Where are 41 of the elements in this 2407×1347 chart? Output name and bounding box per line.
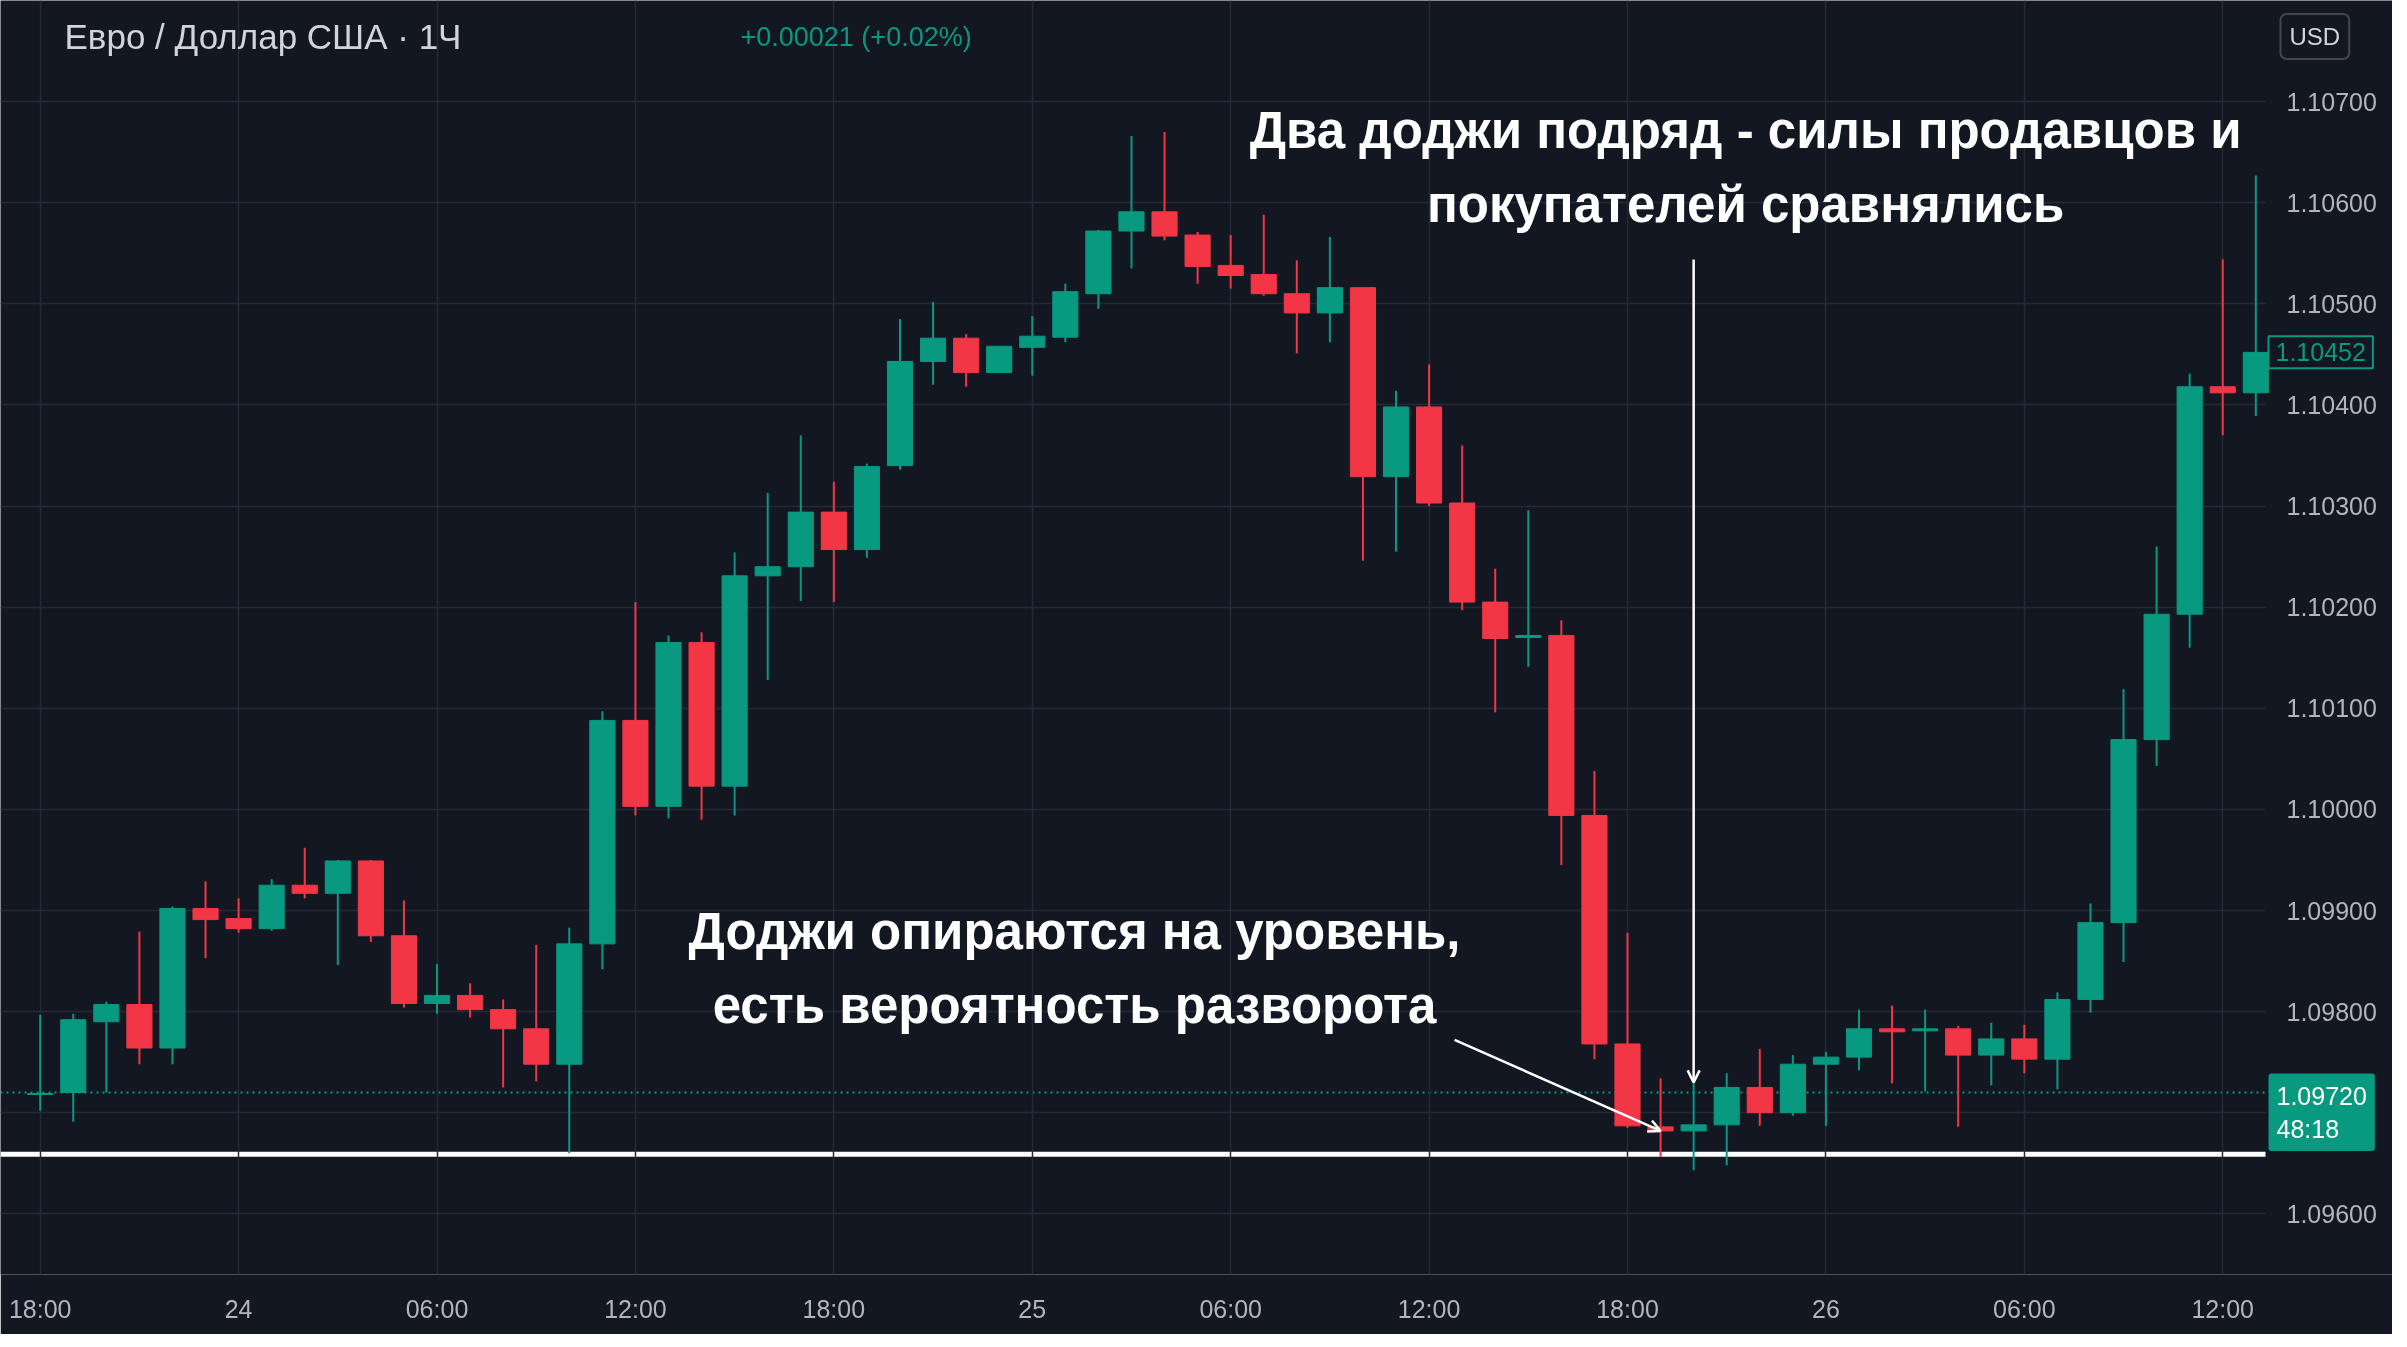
- y-tick-label: 1.10500: [2286, 289, 2377, 318]
- candlestick: [423, 963, 451, 1015]
- y-tick-label: 1.10400: [2286, 390, 2377, 419]
- y-tick-label: 1.10200: [2286, 593, 2377, 622]
- annotation: USD: [2289, 23, 2341, 50]
- y-tick-label: 1.09800: [2286, 997, 2377, 1026]
- candlestick: [1019, 314, 1046, 377]
- x-tick-label: 06:00: [1199, 1294, 1262, 1323]
- candlestick: [1217, 234, 1244, 290]
- annotation: Два доджи подряд - силы продавцов и покупателей сравнялись: [1249, 102, 2242, 234]
- x-tick-label: 12:00: [1397, 1294, 1461, 1323]
- x-tick-label: 18:00: [8, 1294, 72, 1323]
- annotation: Доджи опираются на уровень, есть вероятность разворота: [688, 902, 1461, 1035]
- x-tick-label: 06:00: [1993, 1294, 2056, 1323]
- y-tick-label: 1.10100: [2286, 694, 2377, 723]
- candlestick: [1912, 1008, 1939, 1093]
- ref-line-label: 1.09720 48:18: [2276, 1081, 2367, 1144]
- text: +0.00021 (+0.02%): [740, 21, 972, 52]
- x-tick-label: 12:00: [2191, 1294, 2255, 1323]
- candlestick: [1812, 1051, 1839, 1127]
- text: Евро / Доллар США · 1Ч: [64, 17, 462, 56]
- x-tick-label: 26: [1812, 1294, 1840, 1323]
- candlestick: [1878, 1004, 1906, 1085]
- candlestick: [2209, 258, 2236, 437]
- y-tick-label: 1.10600: [2286, 188, 2377, 217]
- y-tick-label: 1.10700: [2286, 87, 2377, 116]
- x-tick-label: 12:00: [604, 1294, 667, 1323]
- y-tick-label: 1.09600: [2286, 1199, 2377, 1228]
- x-tick-label: 18:00: [802, 1294, 866, 1323]
- y-tick-label: 1.09900: [2286, 896, 2377, 925]
- x-tick-label: 18:00: [1596, 1294, 1659, 1323]
- x-tick-label: 06:00: [405, 1294, 469, 1323]
- candlestick: [1515, 509, 1542, 668]
- candlestick: [291, 846, 318, 900]
- y-tick-label: 1.10000: [2286, 795, 2377, 824]
- candlestick: [754, 491, 781, 681]
- y-tick-label: 1.10300: [2286, 492, 2377, 521]
- x-tick-label: 25: [1018, 1294, 1047, 1323]
- candlestick: [192, 880, 219, 960]
- x-tick-label: 24: [224, 1294, 253, 1323]
- annotation: 1.10452: [2275, 338, 2366, 367]
